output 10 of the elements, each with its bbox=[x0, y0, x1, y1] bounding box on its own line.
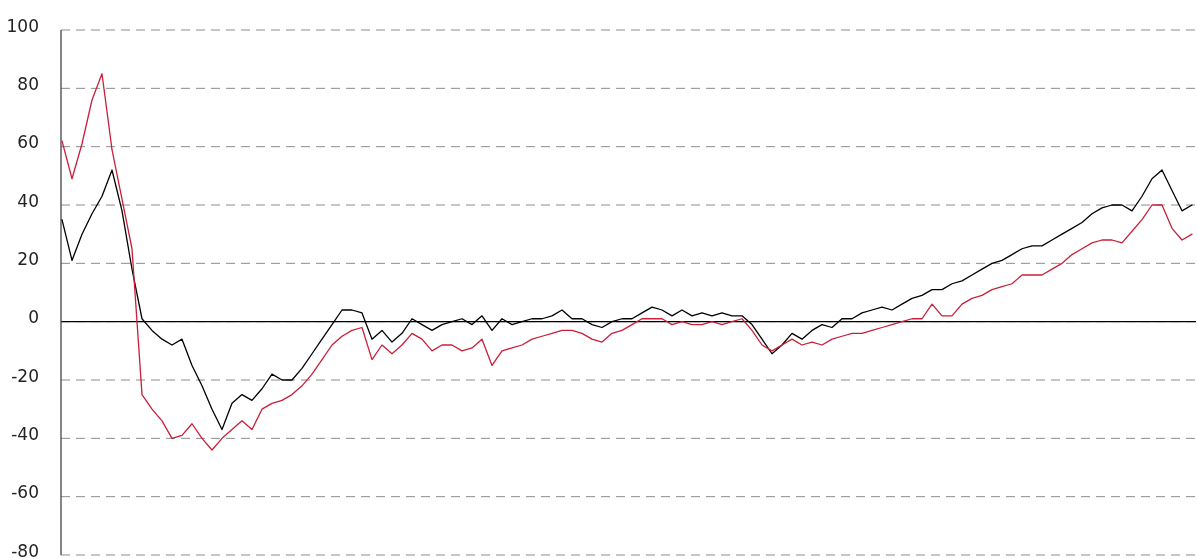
y-tick-label: -40 bbox=[11, 424, 39, 445]
y-tick-label: -60 bbox=[11, 482, 39, 503]
y-tick-label: 60 bbox=[17, 132, 39, 153]
y-tick-label: 20 bbox=[17, 249, 39, 270]
y-tick-label: 40 bbox=[17, 190, 39, 211]
y-tick-label: -20 bbox=[11, 365, 39, 386]
y-tick-label: 80 bbox=[17, 74, 39, 95]
y-tick-label: -80 bbox=[11, 540, 39, 559]
y-tick-label: 100 bbox=[6, 15, 39, 36]
y-tick-label: 0 bbox=[28, 307, 39, 328]
